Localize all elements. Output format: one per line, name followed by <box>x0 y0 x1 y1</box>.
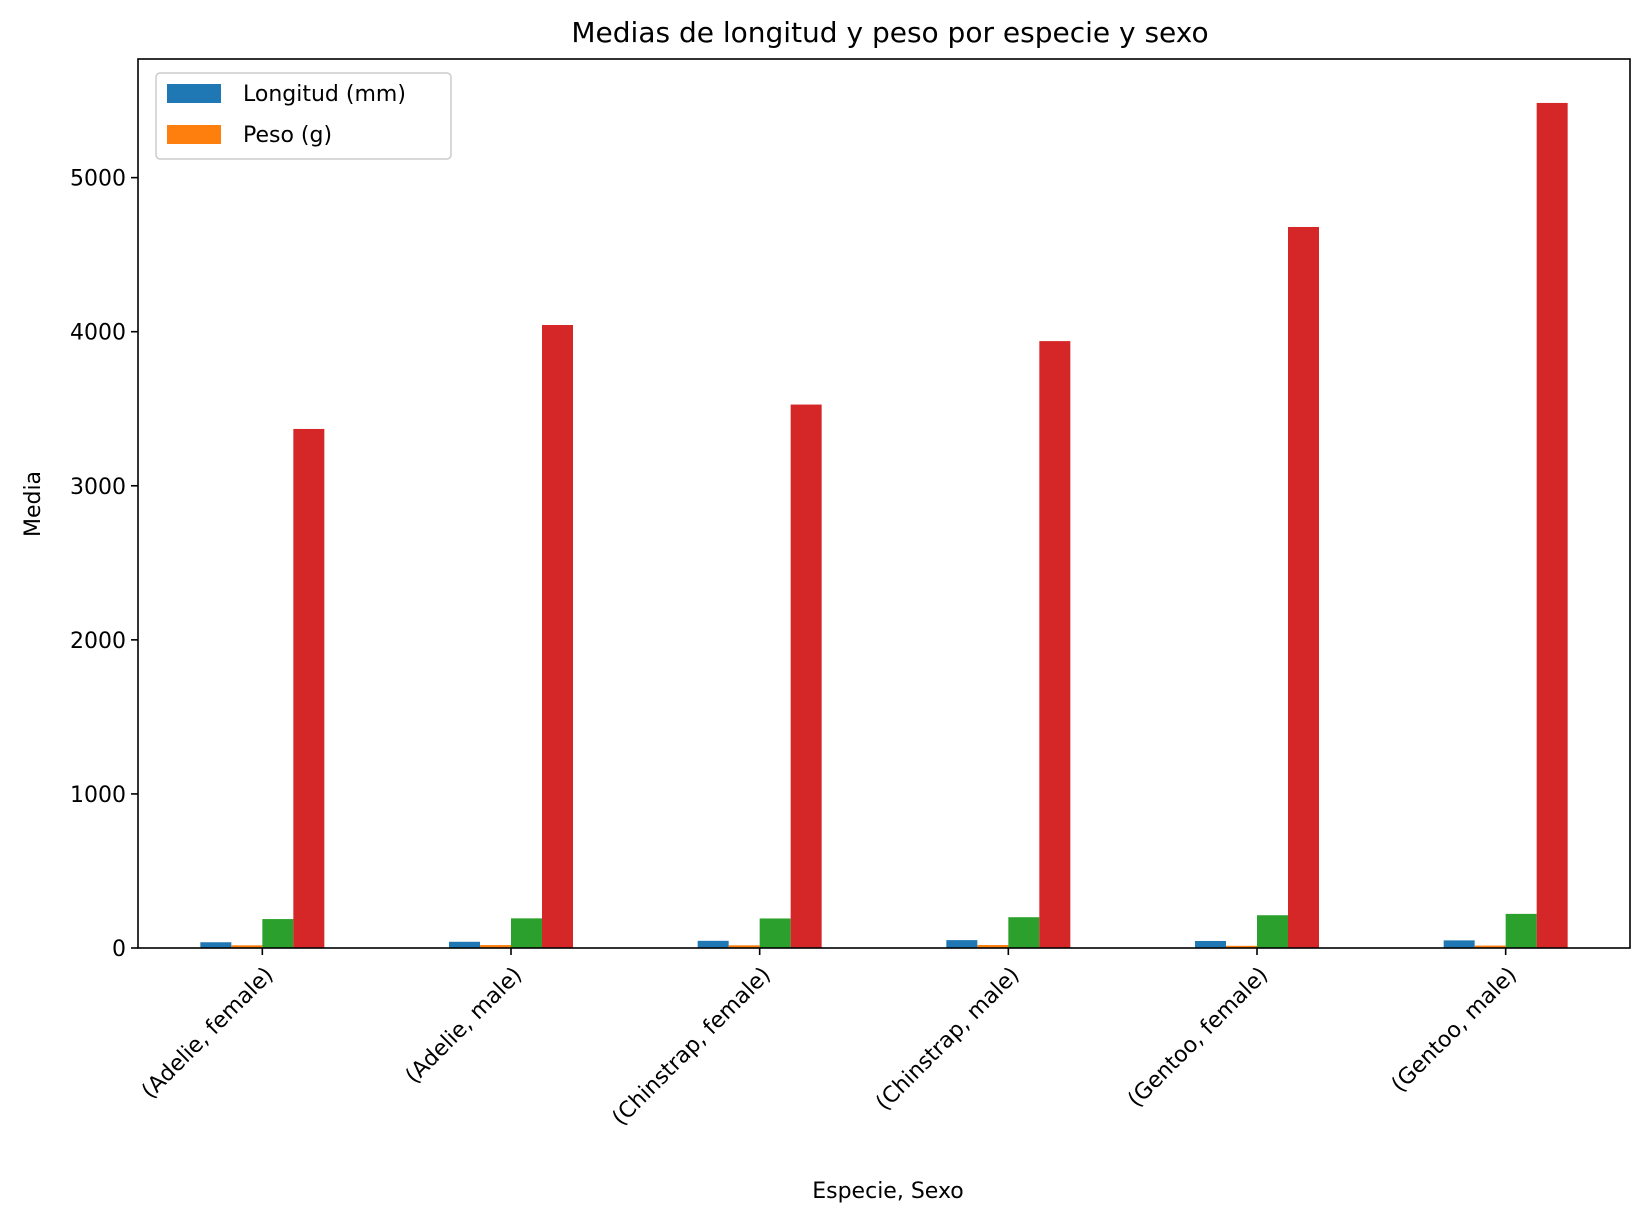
x-axis-label: Especie, Sexo <box>812 1179 964 1204</box>
plot-frame <box>137 58 1631 949</box>
bar-series-1-cat-3 <box>977 945 1009 948</box>
bar-series-0-cat-3 <box>946 940 978 948</box>
bar-series-0-cat-5 <box>1443 940 1475 948</box>
bar-series-0-cat-1 <box>449 941 480 948</box>
bar-series-0-cat-0 <box>200 942 232 948</box>
legend-swatch <box>167 84 221 103</box>
bar-series-0-cat-4 <box>1195 940 1226 948</box>
legend-swatch <box>167 125 221 144</box>
bar-series-3-cat-0 <box>293 428 325 948</box>
bar-series-0-cat-2 <box>697 940 729 948</box>
bar-series-2-cat-0 <box>262 919 294 948</box>
bar-series-2-cat-2 <box>759 918 791 948</box>
y-axis: 0 1000 2000 3000 4000 5000 <box>70 167 138 962</box>
y-tick-label: 0 <box>112 937 126 962</box>
y-tick-label: 5000 <box>70 167 126 192</box>
bar-series-2-cat-5 <box>1505 913 1537 948</box>
bar-series-3-cat-4 <box>1288 226 1319 948</box>
bar-series-1-cat-0 <box>231 945 263 948</box>
bar-series-1-cat-1 <box>480 945 511 948</box>
y-tick-label: 2000 <box>70 629 126 654</box>
bar-series-2-cat-1 <box>511 918 542 948</box>
y-tick-label: 3000 <box>70 475 126 500</box>
bar-series-1-cat-4 <box>1226 945 1257 948</box>
y-tick-label: 4000 <box>70 321 126 346</box>
legend: Longitud (mm) Peso (g) <box>155 72 452 160</box>
y-tick-label: 1000 <box>70 783 126 808</box>
bar-series-3-cat-5 <box>1536 102 1568 949</box>
legend-box <box>155 72 452 160</box>
bar-series-1-cat-2 <box>728 945 760 948</box>
bar-series-3-cat-1 <box>542 325 573 948</box>
bar-series-3-cat-3 <box>1039 341 1071 948</box>
bar-series-2-cat-4 <box>1257 915 1288 948</box>
bar-series-3-cat-2 <box>790 404 822 948</box>
legend-label: Longitud (mm) <box>243 82 406 107</box>
chart-title: Medias de longitud y peso por especie y … <box>571 16 1208 49</box>
bars-group <box>200 102 1568 949</box>
bar-series-1-cat-5 <box>1474 945 1506 948</box>
legend-label: Peso (g) <box>243 123 332 148</box>
bar-series-2-cat-3 <box>1008 917 1040 948</box>
y-axis-label: Media <box>21 471 46 537</box>
